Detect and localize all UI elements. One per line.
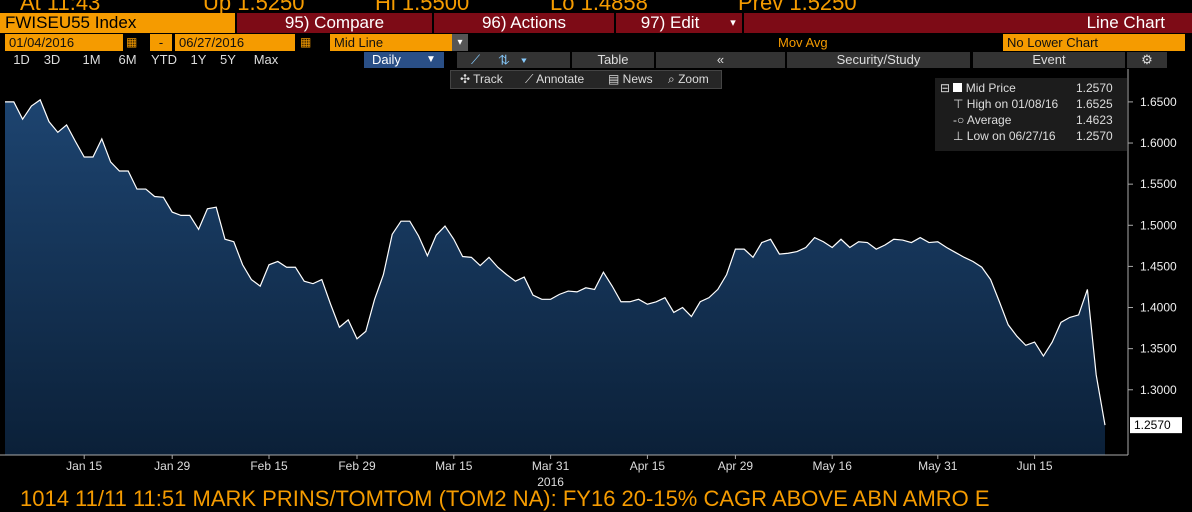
legend-entry: ⊟ Mid Price — [940, 81, 1016, 95]
collapse-button[interactable]: « — [656, 52, 785, 68]
study[interactable]: Mov Avg — [778, 35, 828, 50]
period-button[interactable]: 6M — [112, 52, 143, 68]
area — [5, 99, 1105, 455]
date-separator: - — [150, 34, 172, 51]
lower-chart[interactable]: No Lower Chart — [1003, 34, 1185, 51]
last-price-flag — [1130, 417, 1182, 434]
x-tick-label: Apr 15 — [630, 459, 666, 473]
period-button[interactable]: 3D — [33, 52, 71, 68]
view-label[interactable]: Line Chart — [744, 13, 1192, 33]
period-button[interactable]: YTD — [143, 52, 185, 68]
dropdown-arrow[interactable]: ▾ — [452, 34, 468, 51]
y-tick-label: 1.5000 — [1140, 218, 1177, 232]
x-tick-label: Feb 29 — [338, 459, 376, 473]
ticker[interactable]: FWISEU55 Index — [0, 13, 235, 33]
quote: Lo 1.4858 — [550, 0, 648, 15]
dropdown-arrow: ▾ — [724, 13, 742, 33]
menu-button[interactable]: 95) Compare — [237, 13, 432, 33]
period-button[interactable]: 5Y — [212, 52, 244, 68]
security-study-button[interactable]: Security/Study — [787, 52, 970, 68]
period-button[interactable]: 1Y — [185, 52, 212, 68]
y-tick-label: 1.3500 — [1140, 342, 1177, 356]
tool-label: Track — [473, 72, 503, 86]
x-tick-label: Jun 15 — [1017, 459, 1053, 473]
quote: Up 1.5250 — [203, 0, 305, 15]
x-tick-label: Mar 31 — [532, 459, 570, 473]
annotate-tool[interactable]: ⟋ Annotate — [525, 72, 585, 86]
legend-entry: -○ Average — [953, 113, 1012, 127]
legend-label: Average — [966, 113, 1012, 127]
track-tool[interactable]: ✣ Track — [460, 72, 503, 86]
x-tick-label: May 16 — [813, 459, 853, 473]
legend-value: 1.6525 — [1076, 97, 1113, 111]
legend-value: 1.4623 — [1076, 113, 1113, 127]
x-tick-label: Jan 29 — [154, 459, 190, 473]
chart-toolbar — [450, 70, 722, 89]
tool-label: Zoom — [678, 72, 709, 86]
last-price-label: 1.2570 — [1134, 418, 1171, 432]
x-tick-label: Mar 15 — [435, 459, 473, 473]
news-ticker[interactable]: 1014 11/11 11:51 MARK PRINS/TOMTOM (TOM2… — [20, 486, 990, 511]
x-tick-label: May 31 — [918, 459, 958, 473]
legend-label: High on 01/08/16 — [966, 97, 1059, 111]
end-date[interactable]: 06/27/2016 — [175, 34, 295, 51]
x-tick-label: Jan 15 — [66, 459, 102, 473]
zoom-tool[interactable]: ⌕ Zoom — [668, 72, 709, 86]
quote: At 11:43 — [20, 0, 101, 15]
calendar-icon[interactable]: ▦ — [300, 35, 312, 49]
y-tick-label: 1.4000 — [1140, 301, 1177, 315]
tool-label: News — [622, 72, 653, 86]
chart-icons[interactable]: ⟋ ⇅ ▾ — [457, 52, 570, 68]
y-tick-label: 1.6000 — [1140, 136, 1177, 150]
legend — [935, 78, 1127, 151]
y-tick-label: 1.6500 — [1140, 95, 1177, 109]
quote: Prev 1.5250 — [738, 0, 857, 15]
legend-value: 1.2570 — [1076, 81, 1113, 95]
period-button[interactable]: Max — [244, 52, 288, 68]
line-type[interactable]: Mid Line — [330, 34, 452, 51]
x-tick-label: Feb 15 — [250, 459, 288, 473]
line — [5, 98, 1106, 426]
y-tick-label: 1.4500 — [1140, 259, 1177, 273]
y-tick-label: 1.3000 — [1140, 383, 1177, 397]
legend-label: Low on 06/27/16 — [966, 129, 1056, 143]
settings-button[interactable]: ⚙ — [1127, 52, 1167, 68]
legend-label: Mid Price — [965, 81, 1016, 95]
legend-entry: ⊤ High on 01/08/16 — [953, 97, 1059, 111]
menu-button[interactable]: 97) Edit — [616, 13, 724, 33]
dropdown-arrow: ▼ — [426, 54, 436, 65]
news-tool[interactable]: ▤ News — [608, 72, 653, 86]
menu-button[interactable]: 96) Actions — [434, 13, 614, 33]
y-tick-label: 1.5500 — [1140, 177, 1177, 191]
period-button[interactable]: 1D — [10, 52, 33, 68]
table-button[interactable]: Table — [572, 52, 654, 68]
legend-value: 1.2570 — [1076, 129, 1113, 143]
quote: Hi 1.5500 — [375, 0, 470, 15]
event-button[interactable]: Event — [973, 52, 1125, 68]
start-date[interactable]: 01/04/2016 — [5, 34, 123, 51]
legend-entry: ⊥ Low on 06/27/16 — [953, 129, 1056, 143]
x-tick-label: Apr 29 — [718, 459, 754, 473]
period-button[interactable]: 1M — [71, 52, 112, 68]
frequency[interactable]: Daily — [364, 52, 444, 68]
calendar-icon[interactable]: ▦ — [126, 35, 138, 49]
x-axis-label: 2016 — [537, 475, 564, 489]
tool-label: Annotate — [536, 72, 585, 86]
